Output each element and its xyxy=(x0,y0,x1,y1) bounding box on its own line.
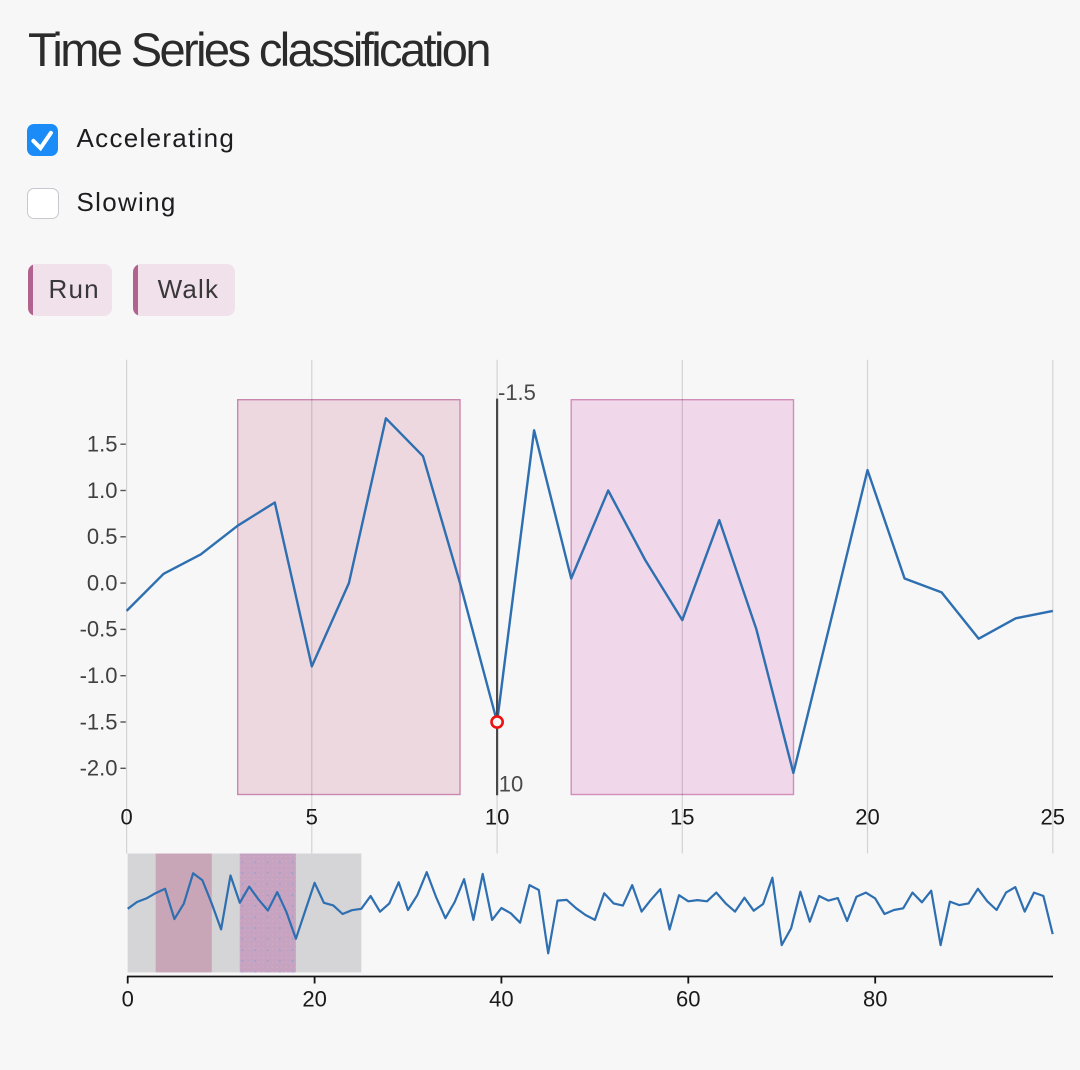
svg-text:10: 10 xyxy=(485,805,509,830)
svg-text:25: 25 xyxy=(1041,805,1065,830)
svg-text:1.5: 1.5 xyxy=(87,432,118,457)
svg-text:0.0: 0.0 xyxy=(87,570,118,595)
svg-text:5: 5 xyxy=(306,805,318,830)
svg-text:0: 0 xyxy=(122,987,134,1012)
svg-text:-1.5: -1.5 xyxy=(498,380,536,405)
svg-text:1.0: 1.0 xyxy=(87,478,118,503)
svg-text:15: 15 xyxy=(670,805,694,830)
svg-text:0.5: 0.5 xyxy=(87,524,118,549)
svg-text:20: 20 xyxy=(855,805,879,830)
svg-text:80: 80 xyxy=(863,987,887,1012)
svg-text:10: 10 xyxy=(499,772,523,797)
svg-text:60: 60 xyxy=(676,987,700,1012)
svg-text:40: 40 xyxy=(489,987,513,1012)
svg-text:20: 20 xyxy=(302,987,326,1012)
svg-text:-1.5: -1.5 xyxy=(80,709,118,734)
svg-text:0: 0 xyxy=(120,805,132,830)
svg-text:-0.5: -0.5 xyxy=(80,617,118,642)
svg-text:-1.0: -1.0 xyxy=(80,663,118,688)
svg-text:-2.0: -2.0 xyxy=(80,756,118,781)
